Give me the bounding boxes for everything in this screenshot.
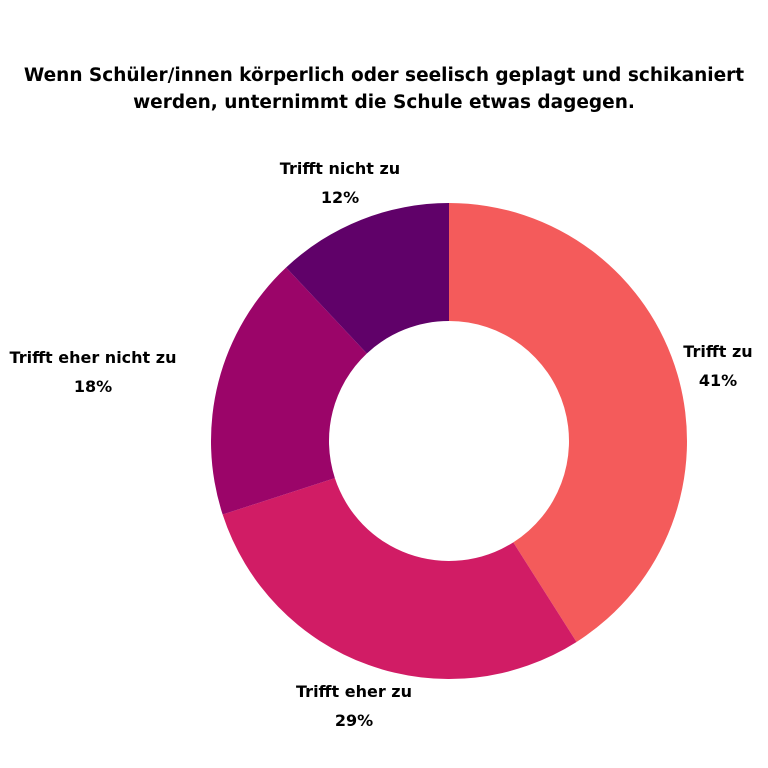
- slice-label-category: Trifft zu: [683, 342, 753, 361]
- slice-label-value: 29%: [334, 711, 374, 730]
- slice-label-trifft-eher-nicht-zu: Trifft eher nicht zu 18%: [2, 343, 184, 401]
- slice-label-category: Trifft eher nicht zu: [9, 348, 177, 367]
- donut-slice-trifft-eher-zu: [222, 478, 577, 679]
- chart-title-line-2: werden, unternimmt die Schule etwas dage…: [133, 92, 635, 113]
- donut-slice-trifft-nicht-zu: [286, 203, 449, 354]
- slice-label-category: Trifft nicht zu: [279, 159, 401, 178]
- donut-slice-trifft-eher-nicht-zu: [210, 267, 367, 515]
- slice-label-trifft-eher-zu: Trifft eher zu 29%: [274, 677, 434, 735]
- chart-title: Wenn Schüler/innen körperlich oder seeli…: [20, 62, 748, 116]
- chart-title-line-1: Wenn Schüler/innen körperlich oder seeli…: [23, 65, 745, 86]
- slice-label-trifft-zu: Trifft zu 41%: [670, 337, 766, 395]
- slice-label-value: 18%: [73, 377, 113, 396]
- donut-slice-trifft-zu: [449, 203, 688, 642]
- slice-label-category: Trifft eher zu: [296, 682, 412, 701]
- slice-label-trifft-nicht-zu: Trifft nicht zu 12%: [260, 154, 420, 212]
- slice-label-value: 12%: [320, 188, 360, 207]
- slice-label-value: 41%: [698, 371, 738, 390]
